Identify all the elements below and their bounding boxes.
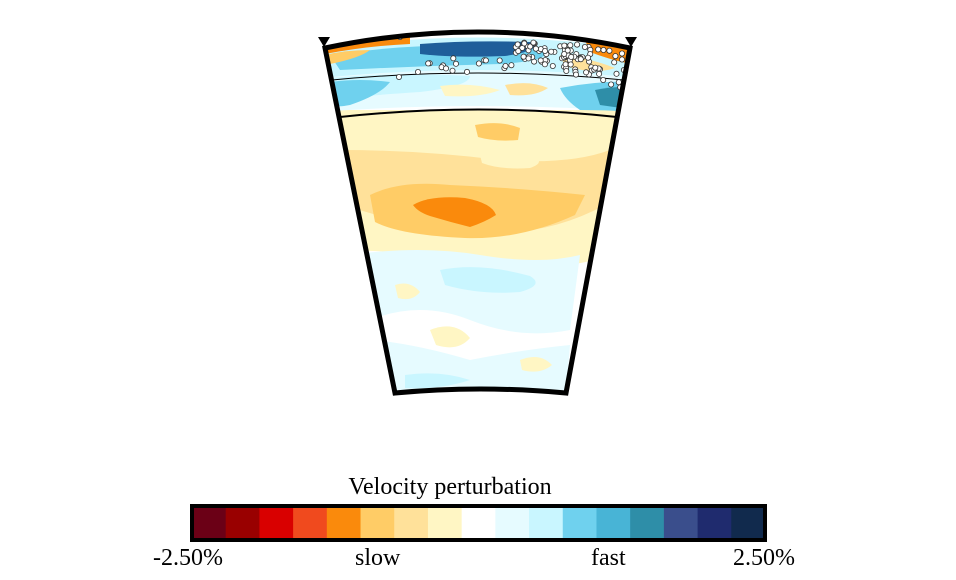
hypocenter-marker [611, 59, 618, 66]
transition-zone-light-yellow [440, 84, 500, 97]
hypocenter-marker [502, 63, 509, 70]
colorbar-fast-label: fast [591, 545, 626, 571]
hypocenter-marker [449, 67, 456, 74]
hypocenter-marker [527, 43, 534, 50]
colorbar-swatch [529, 506, 564, 540]
hypocenter-marker [562, 61, 569, 68]
right-edge-marker-icon [625, 37, 637, 47]
hypocenter-marker [583, 69, 590, 76]
colorbar-swatch [326, 506, 362, 540]
colorbar-swatch [192, 506, 227, 540]
hypocenter-marker [532, 45, 539, 52]
hypocenter-marker [452, 60, 459, 67]
colorbar-swatch [731, 506, 766, 540]
colorbar-slow-label: slow [355, 545, 401, 571]
colorbar-swatch [596, 506, 631, 540]
hypocenter-marker [600, 47, 607, 54]
hypocenter-marker [508, 62, 515, 69]
hypocenter-marker [574, 41, 581, 48]
earthquake-hypocenters [395, 34, 627, 91]
hypocenter-marker [608, 81, 615, 88]
pale-patch-1 [480, 152, 539, 169]
lower-pale-yellow-1 [395, 283, 420, 300]
hypocenter-marker [600, 77, 607, 84]
hypocenter-marker [613, 70, 620, 77]
hypocenter-marker [585, 54, 592, 61]
hypocenter-marker [425, 60, 432, 67]
lower-light-cyan-2 [405, 373, 470, 389]
colorbar-swatch [562, 506, 597, 540]
hypocenter-marker [450, 55, 457, 62]
colorbar-swatch [293, 506, 328, 540]
hypocenter-marker [595, 46, 602, 53]
hypocenter-marker [463, 68, 470, 75]
tomography-section [325, 32, 630, 393]
section-outline [322, 29, 633, 396]
orange-anomaly [413, 197, 496, 227]
lower-pale-blue-1 [350, 250, 580, 334]
hypocenter-marker [567, 42, 574, 49]
transition-zone-yellow-patch [505, 83, 548, 96]
colorbar-swatch [697, 506, 732, 540]
hypocenter-marker [581, 44, 588, 51]
colorbar-max-label: 2.50% [733, 545, 795, 571]
colorbar-frame [190, 504, 767, 542]
colorbar-swatch [259, 506, 294, 540]
hypocenter-marker [567, 61, 574, 68]
hypocenter-marker [573, 71, 580, 78]
colorbar-min-label: -2.50% [153, 545, 223, 571]
lower-pale-yellow-2 [430, 326, 470, 348]
colorbar-swatch [495, 506, 530, 540]
hypocenter-marker [537, 57, 544, 64]
hypocenter-marker [615, 79, 622, 86]
hypocenter-marker [514, 41, 521, 48]
hypocenter-marker [442, 65, 449, 72]
upper-yellow-patch [475, 123, 520, 141]
hypocenter-marker [525, 55, 532, 62]
lithosphere-yellow-left [325, 50, 370, 64]
hypocenter-marker [606, 47, 613, 54]
hypocenter-marker [515, 48, 522, 55]
hypocenter-marker [520, 53, 527, 60]
hypocenter-marker [619, 56, 626, 63]
hypocenter-marker [596, 70, 603, 77]
left-edge-marker-icon [318, 37, 330, 47]
hypocenter-marker [612, 53, 619, 60]
lower-pale-yellow-3 [520, 356, 552, 372]
colorbar-swatch [630, 506, 665, 540]
colorbar-title: Velocity perturbation [348, 474, 552, 500]
hypocenter-marker [619, 50, 626, 57]
hypocenter-marker [563, 68, 570, 75]
colorbar-swatch [394, 506, 429, 540]
hypocenter-marker [577, 56, 584, 63]
colorbar-swatch [225, 506, 260, 540]
hypocenter-marker [475, 60, 482, 67]
hypocenter-marker [568, 53, 575, 60]
lithosphere-dark-blue [420, 41, 535, 57]
hypocenter-marker [548, 48, 555, 55]
hypocenter-marker [561, 51, 568, 58]
hypocenter-marker [541, 61, 548, 68]
colorbar-swatch [360, 506, 395, 540]
hypocenter-marker [414, 69, 421, 76]
hypocenter-marker [496, 57, 503, 64]
hypocenter-marker [592, 64, 599, 71]
hypocenter-marker [542, 48, 549, 55]
hypocenter-marker [549, 63, 556, 70]
colorbar-swatch [663, 506, 699, 540]
discontinuity-660 [339, 108, 618, 118]
hypocenter-marker [530, 39, 537, 46]
colorbar-swatch [427, 506, 463, 540]
hypocenter-marker [482, 57, 489, 64]
colorbar [192, 506, 766, 540]
discontinuity-410 [331, 72, 625, 81]
lower-light-cyan-1 [440, 267, 536, 293]
hypocenter-marker [561, 42, 568, 49]
colorbar-swatch [461, 506, 496, 540]
hypocenter-marker [395, 74, 402, 81]
transition-zone-mid-blue [330, 80, 390, 107]
hypocenter-marker [521, 40, 528, 47]
